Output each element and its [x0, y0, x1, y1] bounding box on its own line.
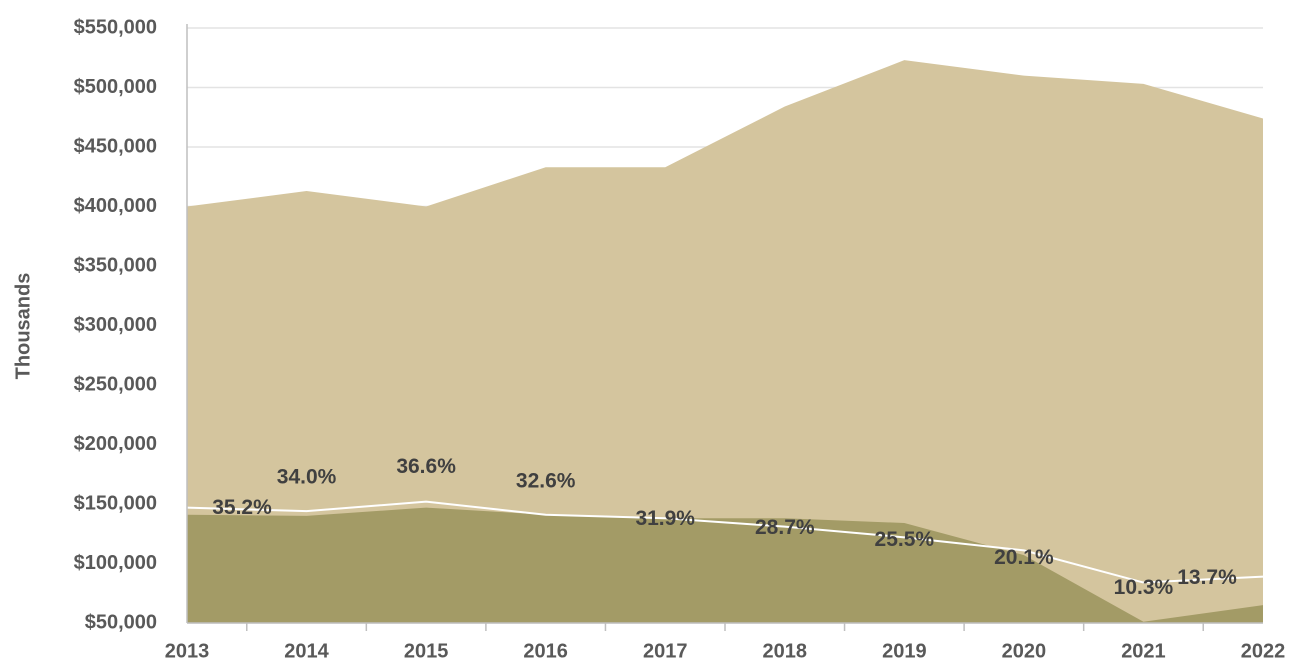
y-tick-label: $250,000 [74, 373, 157, 395]
data-label: 10.3% [1114, 576, 1174, 599]
y-tick-label: $50,000 [85, 611, 157, 633]
data-label: 28.7% [755, 516, 815, 539]
line [186, 500, 1264, 584]
data-label: 31.9% [635, 507, 695, 530]
x-tick-label: 2022 [1241, 640, 1286, 662]
data-label: 13.7% [1177, 566, 1237, 589]
x-tick-label: 2019 [882, 640, 927, 662]
y-tick-label: $200,000 [74, 433, 157, 455]
data-label: 20.1% [994, 546, 1054, 569]
data-label: 35.2% [212, 496, 272, 519]
data-label: 32.6% [516, 469, 576, 492]
y-tick-label: $150,000 [74, 492, 157, 514]
y-tick-label: $300,000 [74, 314, 157, 336]
data-label: 36.6% [396, 455, 456, 478]
y-tick-label: $550,000 [74, 16, 157, 38]
y-axis-label: Thousands [12, 273, 34, 380]
area [187, 507, 1263, 623]
data-label: 34.0% [277, 466, 337, 489]
x-tick-label: 2015 [404, 640, 449, 662]
x-tick-label: 2020 [1002, 640, 1047, 662]
x-tick-label: 2014 [284, 640, 329, 662]
y-tick-label: $450,000 [74, 135, 157, 157]
x-tick-label: 2017 [643, 640, 688, 662]
x-tick-label: 2021 [1121, 640, 1166, 662]
y-tick-label: $400,000 [74, 195, 157, 217]
y-tick-label: $500,000 [74, 76, 157, 98]
x-tick-label: 2013 [165, 640, 210, 662]
y-tick-label: $350,000 [74, 254, 157, 276]
y-tick-label: $100,000 [74, 552, 157, 574]
x-tick-label: 2016 [523, 640, 568, 662]
area [187, 60, 1263, 623]
data-label: 25.5% [875, 528, 935, 551]
x-tick-label: 2018 [763, 640, 808, 662]
